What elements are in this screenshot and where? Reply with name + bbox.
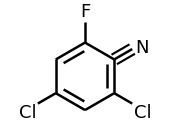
- Text: F: F: [80, 3, 90, 21]
- Text: N: N: [135, 39, 149, 57]
- Text: Cl: Cl: [133, 104, 151, 122]
- Text: Cl: Cl: [19, 104, 36, 122]
